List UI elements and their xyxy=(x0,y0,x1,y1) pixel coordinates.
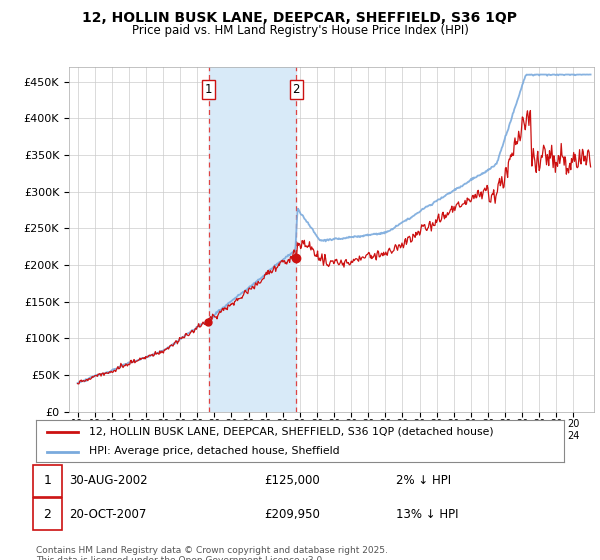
Text: 30-AUG-2002: 30-AUG-2002 xyxy=(69,474,148,487)
Text: 2% ↓ HPI: 2% ↓ HPI xyxy=(396,474,451,487)
Text: 2: 2 xyxy=(293,83,300,96)
Bar xyxy=(209,67,296,412)
Text: 1: 1 xyxy=(205,83,212,96)
Text: Price paid vs. HM Land Registry's House Price Index (HPI): Price paid vs. HM Land Registry's House … xyxy=(131,24,469,37)
Text: £209,950: £209,950 xyxy=(264,508,320,521)
Text: 13% ↓ HPI: 13% ↓ HPI xyxy=(396,508,458,521)
Text: 1: 1 xyxy=(43,474,52,487)
Text: 2: 2 xyxy=(43,508,52,521)
Text: HPI: Average price, detached house, Sheffield: HPI: Average price, detached house, Shef… xyxy=(89,446,340,456)
Text: 12, HOLLIN BUSK LANE, DEEPCAR, SHEFFIELD, S36 1QP: 12, HOLLIN BUSK LANE, DEEPCAR, SHEFFIELD… xyxy=(83,11,517,25)
Text: £125,000: £125,000 xyxy=(264,474,320,487)
Text: 12, HOLLIN BUSK LANE, DEEPCAR, SHEFFIELD, S36 1QP (detached house): 12, HOLLIN BUSK LANE, DEEPCAR, SHEFFIELD… xyxy=(89,427,493,437)
Text: 20-OCT-2007: 20-OCT-2007 xyxy=(69,508,146,521)
Text: Contains HM Land Registry data © Crown copyright and database right 2025.
This d: Contains HM Land Registry data © Crown c… xyxy=(36,546,388,560)
